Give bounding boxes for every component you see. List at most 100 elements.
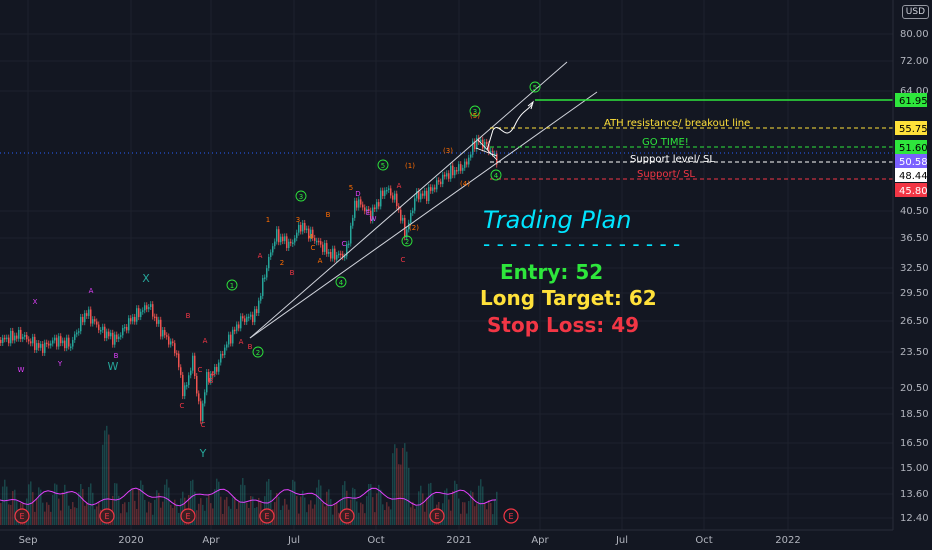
candle-body [260,295,262,301]
candle-body [438,180,440,182]
candle-body [348,243,350,246]
channel-upper-line[interactable] [249,61,568,339]
candle-body [288,241,290,248]
candle-body [4,337,6,340]
time-axis[interactable]: Sep 2020 Apr Jul Oct 2021 Apr Jul Oct 2022 [19,535,801,546]
volume-bar [308,504,310,525]
volume-bar [236,508,238,525]
volume-bar [490,502,492,525]
candle-body [380,190,382,207]
candle-body [482,139,484,149]
candle-body [222,353,224,356]
candle-body [86,313,88,316]
earnings-icon[interactable] [14,508,30,524]
earnings-label: E [434,512,439,521]
volume-bar [258,497,260,525]
candle-body [212,373,214,376]
earnings-icon[interactable] [180,508,196,524]
candle-body [460,164,462,171]
earnings-icon[interactable] [259,508,275,524]
candle-body [112,332,114,345]
candle-body [88,309,90,316]
volume-bar [2,486,4,525]
price-axis[interactable]: 80.00 72.00 64.00 40.50 36.50 32.50 29.50 26.50… [900,29,929,524]
volume-bar [384,510,386,525]
volume-bar [448,499,450,525]
volume-bar [446,488,448,525]
wave-circle [401,235,413,247]
candle-body [352,217,354,226]
volume-bar [102,444,104,525]
wave-label: 1 [230,282,234,290]
candle-body [472,141,474,155]
wave-label: Y [57,360,63,368]
volume-bar [332,514,334,525]
candle-body [146,305,148,310]
volume-bar [158,492,160,525]
time-tick-label: 2022 [775,535,800,546]
earnings-icon[interactable] [503,508,519,524]
candle-body [18,329,20,339]
wave-label: A [318,257,323,265]
volume-bar [190,480,192,525]
volume-bar [42,502,44,525]
candle-body [236,324,238,331]
candle-body [230,334,232,344]
currency-label[interactable]: USD [901,5,929,19]
volume-bar [34,511,36,525]
volume-bar [270,489,272,525]
volume-bar [50,511,52,525]
volume-bar [366,496,368,525]
candle-body [190,370,192,376]
earnings-icon[interactable] [99,508,115,524]
time-tick-label: 2021 [446,535,471,546]
wave-label: B [248,343,253,351]
candle-body [24,334,26,337]
candle-body [342,253,344,258]
candle-body [210,373,212,382]
volume-bar [214,489,216,525]
support-price-badge [895,183,927,197]
volume-bar [374,512,376,525]
wave-label: 5 [533,84,537,92]
wave-label: 2 [256,349,260,357]
candle-body [188,375,190,386]
candle-body [60,336,62,344]
price-tick-label: 29.50 [900,288,929,299]
candle-body [334,248,336,260]
wave-circle [335,276,347,288]
wave-label: W [370,215,377,223]
candle-body [336,254,338,260]
wave-label: 2 [405,238,409,246]
price-tick-label: 12.40 [900,513,929,524]
wave-label: 5 [349,184,353,192]
price-tick-label: 16.50 [900,438,929,449]
wave-label: 3 [299,193,303,201]
earnings-label: E [185,512,190,521]
volume-bar [344,481,346,525]
candle-body [166,335,168,337]
volume-bar [108,434,110,525]
candle-body [282,236,284,242]
candle-body [416,191,418,199]
channel-lower-line[interactable] [249,91,598,339]
volume-bar [200,498,202,525]
volume-bar [104,430,106,525]
wave-label: X [142,272,150,285]
candle-body [314,237,316,241]
earnings-icon[interactable] [429,508,445,524]
volume-bar [96,506,98,525]
volume-bar [6,486,8,525]
candle-body [124,326,126,329]
volume-bar [352,487,354,525]
volume-bar [402,447,404,525]
volume-bar [388,506,390,525]
volume-bar [220,496,222,525]
last-price-badge-label: 48.44 [899,171,928,182]
price-tick-label: 26.50 [900,316,929,327]
candle-body [44,342,46,353]
earnings-icon[interactable] [339,508,355,524]
volume-bar [380,489,382,525]
